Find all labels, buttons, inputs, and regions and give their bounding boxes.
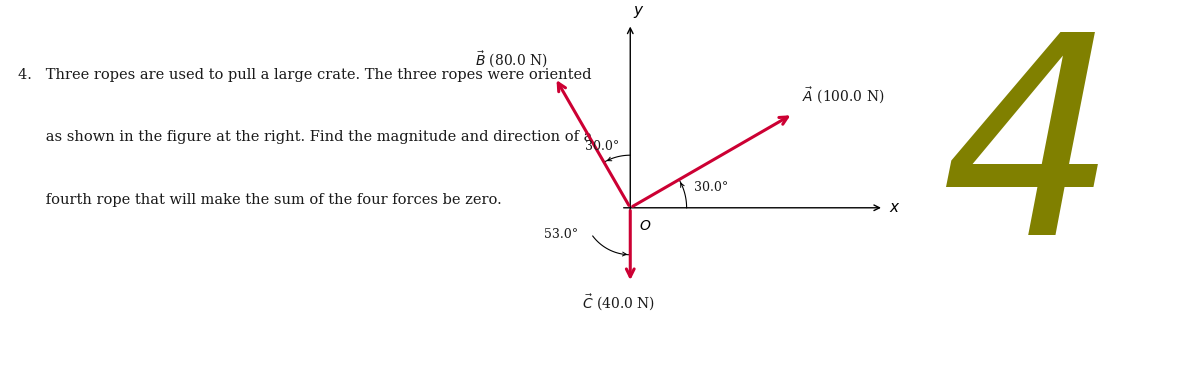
- Text: 30.0°: 30.0°: [584, 139, 619, 153]
- Text: 30.0°: 30.0°: [694, 181, 728, 194]
- Text: $\vec{B}$ (80.0 N): $\vec{B}$ (80.0 N): [474, 50, 547, 70]
- Text: $\vec{A}$ (100.0 N): $\vec{A}$ (100.0 N): [803, 86, 884, 106]
- Text: 4: 4: [941, 23, 1117, 293]
- Text: fourth rope that will make the sum of the four forces be zero.: fourth rope that will make the sum of th…: [18, 193, 502, 207]
- Text: 4.   Three ropes are used to pull a large crate. The three ropes were oriented: 4. Three ropes are used to pull a large …: [18, 68, 592, 82]
- Text: as shown in the figure at the right. Find the magnitude and direction of a: as shown in the figure at the right. Fin…: [18, 130, 593, 144]
- Text: $\vec{C}$ (40.0 N): $\vec{C}$ (40.0 N): [582, 292, 655, 313]
- Text: O: O: [640, 219, 650, 233]
- Text: x: x: [889, 200, 899, 215]
- Text: y: y: [634, 3, 642, 18]
- Text: 53.0°: 53.0°: [544, 228, 577, 241]
